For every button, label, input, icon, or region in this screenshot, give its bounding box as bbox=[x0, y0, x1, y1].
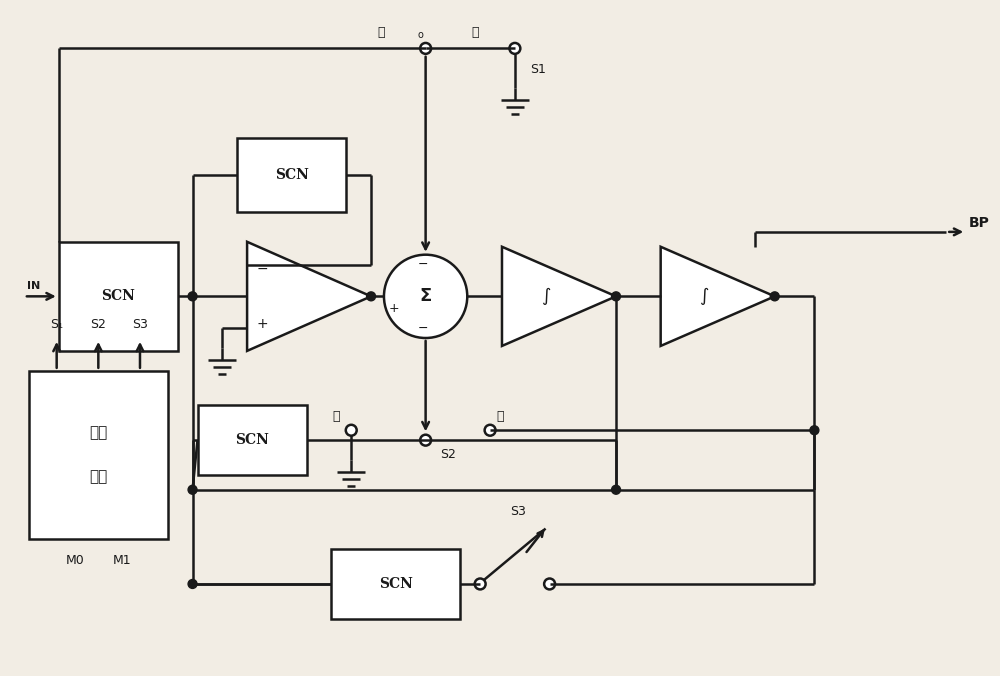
Circle shape bbox=[188, 292, 197, 301]
Circle shape bbox=[810, 426, 819, 435]
Text: −: − bbox=[256, 262, 268, 276]
Circle shape bbox=[384, 255, 467, 338]
Circle shape bbox=[420, 43, 431, 54]
Text: M1: M1 bbox=[113, 554, 131, 567]
Text: S₁: S₁ bbox=[50, 318, 63, 331]
Text: ∫: ∫ bbox=[541, 287, 550, 306]
Text: S1: S1 bbox=[530, 63, 546, 76]
Text: BP: BP bbox=[969, 216, 990, 230]
Text: 右: 右 bbox=[496, 410, 504, 423]
Text: IN: IN bbox=[27, 281, 40, 291]
Text: 右: 右 bbox=[471, 26, 479, 39]
Text: −: − bbox=[417, 322, 428, 335]
Circle shape bbox=[420, 435, 431, 445]
Text: SCN: SCN bbox=[379, 577, 413, 591]
Text: SCN: SCN bbox=[235, 433, 269, 447]
Bar bbox=[59, 242, 178, 351]
Text: −: − bbox=[417, 258, 428, 271]
Polygon shape bbox=[661, 247, 775, 346]
Circle shape bbox=[346, 425, 357, 436]
Circle shape bbox=[612, 485, 621, 494]
Bar bbox=[331, 549, 460, 619]
Circle shape bbox=[367, 292, 376, 301]
Text: 左: 左 bbox=[377, 26, 385, 39]
Circle shape bbox=[544, 579, 555, 589]
Text: S3: S3 bbox=[510, 504, 526, 518]
Text: +: + bbox=[389, 301, 399, 315]
Circle shape bbox=[485, 425, 496, 436]
Text: SCN: SCN bbox=[275, 168, 309, 182]
Text: M0: M0 bbox=[65, 554, 84, 567]
Text: ∫: ∫ bbox=[699, 287, 709, 306]
Text: Σ: Σ bbox=[419, 287, 432, 306]
Circle shape bbox=[475, 579, 486, 589]
Circle shape bbox=[188, 485, 197, 494]
Bar bbox=[198, 406, 307, 475]
Text: S3: S3 bbox=[132, 318, 148, 331]
Polygon shape bbox=[247, 242, 371, 351]
Circle shape bbox=[188, 579, 197, 588]
Circle shape bbox=[612, 292, 621, 301]
Text: +: + bbox=[256, 317, 268, 331]
Text: S2: S2 bbox=[440, 448, 456, 461]
Text: 左: 左 bbox=[333, 410, 340, 423]
Circle shape bbox=[770, 292, 779, 301]
Text: SCN: SCN bbox=[101, 289, 135, 304]
Bar bbox=[237, 138, 346, 212]
Text: S2: S2 bbox=[90, 318, 106, 331]
Text: 方式: 方式 bbox=[89, 426, 107, 441]
Bar bbox=[29, 370, 168, 539]
Text: o: o bbox=[418, 30, 424, 41]
Polygon shape bbox=[502, 247, 616, 346]
Circle shape bbox=[509, 43, 520, 54]
Text: 选择: 选择 bbox=[89, 469, 107, 485]
